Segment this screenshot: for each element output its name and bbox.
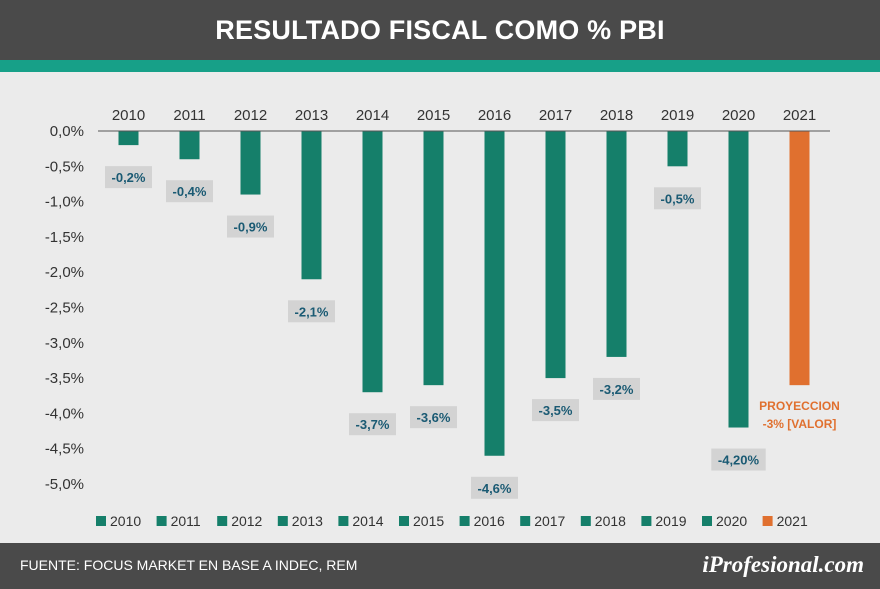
bar: [301, 131, 322, 280]
data-label-box: [410, 406, 457, 429]
bar: [118, 131, 139, 146]
bar-chart: 0,0% -0,5% -1,0% -1,5% -2,0% -2,5% -3,0% -3,5% -…: [45, 107, 840, 529]
legend-swatch: [702, 516, 712, 526]
source-note: FUENTE: FOCUS MARKET EN BASE A INDEC, RE…: [20, 557, 358, 573]
legend-swatch: [762, 516, 773, 526]
brand-logo: iProfesional.com: [702, 552, 864, 577]
data-label: -3,2%: [600, 382, 634, 397]
legend-label: 2020: [716, 513, 747, 529]
x-tick-label: 2010: [112, 107, 145, 124]
data-label: -2,1%: [295, 304, 329, 319]
accent-bar: [0, 60, 880, 72]
data-label: -0,5%: [661, 191, 695, 206]
y-tick-label: -5,0%: [45, 476, 84, 493]
data-label-box: [166, 180, 213, 203]
y-tick-label: -2,0%: [45, 264, 84, 281]
legend-label: 2012: [231, 513, 262, 529]
legend-swatch: [520, 516, 531, 526]
legend-label: 2013: [292, 513, 323, 529]
legend-label: 2021: [777, 513, 808, 529]
x-tick-label: 2021: [783, 107, 816, 124]
data-label: -3,7%: [356, 417, 390, 432]
data-label-box: [471, 476, 518, 499]
x-tick-label: 2017: [539, 107, 572, 124]
data-label-box: [654, 187, 701, 210]
x-tick-label: 2013: [295, 107, 328, 124]
x-tick-label: 2015: [417, 107, 450, 124]
header: RESULTADO FISCAL COMO % PBI: [0, 0, 880, 60]
legend-swatch: [156, 516, 167, 526]
bar: [484, 131, 505, 456]
x-tick-label: 2016: [478, 107, 511, 124]
legend-swatch: [338, 516, 349, 526]
legend-label: 2015: [413, 513, 444, 529]
x-tick-label: 2018: [600, 107, 633, 124]
data-label: -3,6%: [417, 410, 451, 425]
legend-label: 2011: [171, 513, 201, 529]
x-tick-label: 2012: [234, 107, 267, 124]
legend-swatch: [641, 516, 652, 526]
y-tick-label: 0,0%: [50, 123, 84, 140]
data-label: -0,9%: [234, 220, 268, 235]
data-label-box: [593, 377, 640, 400]
bar: [240, 131, 261, 195]
x-tick-label: 2011: [173, 107, 205, 124]
data-label-box: [288, 300, 335, 323]
legend-swatch: [277, 516, 288, 526]
legend-swatch: [217, 516, 228, 526]
legend-label: 2017: [534, 513, 565, 529]
y-tick-label: -2,5%: [45, 300, 84, 317]
y-tick-label: -1,5%: [45, 229, 84, 246]
legend-label: 2010: [110, 513, 141, 529]
bar: [789, 131, 810, 386]
projection-label: PROYECCION: [759, 399, 840, 413]
data-label-box: [532, 399, 579, 422]
chart-title: RESULTADO FISCAL COMO % PBI: [215, 14, 665, 45]
legend-swatch: [580, 516, 591, 526]
x-tick-label: 2019: [661, 107, 694, 124]
legend-label: 2016: [474, 513, 505, 529]
y-tick-label: -3,0%: [45, 335, 84, 352]
legend-label: 2018: [595, 513, 626, 529]
bar: [423, 131, 444, 386]
data-label-box: [105, 166, 152, 189]
footer: FUENTE: FOCUS MARKET EN BASE A INDEC, RE…: [0, 543, 880, 589]
legend-swatch: [96, 516, 106, 526]
y-tick-label: -4,0%: [45, 405, 84, 422]
data-label: -3,5%: [539, 403, 573, 418]
y-tick-label: -1,0%: [45, 194, 84, 211]
legend-label: 2014: [352, 513, 383, 529]
legend-swatch: [399, 516, 409, 526]
legend-swatch: [459, 516, 470, 526]
bar: [179, 131, 200, 160]
y-tick-label: -4,5%: [45, 441, 84, 458]
data-label-box: [349, 413, 396, 436]
data-label: -4,6%: [478, 481, 512, 496]
y-tick-label: -3,5%: [45, 370, 84, 387]
data-label: -0,2%: [112, 170, 146, 185]
y-tick-label: -0,5%: [45, 158, 84, 175]
data-label-box: [711, 448, 766, 471]
bar: [728, 131, 749, 428]
bar: [667, 131, 688, 167]
data-label: -0,4%: [173, 184, 207, 199]
bar: [545, 131, 566, 379]
legend-label: 2019: [655, 513, 686, 529]
x-tick-label: 2020: [722, 107, 755, 124]
bar: [362, 131, 383, 393]
x-tick-label: 2014: [356, 107, 389, 124]
projection-label: -3% [VALOR]: [763, 417, 837, 431]
data-label-box: [227, 215, 274, 238]
data-label: -4,20%: [718, 453, 760, 468]
bar: [606, 131, 627, 357]
